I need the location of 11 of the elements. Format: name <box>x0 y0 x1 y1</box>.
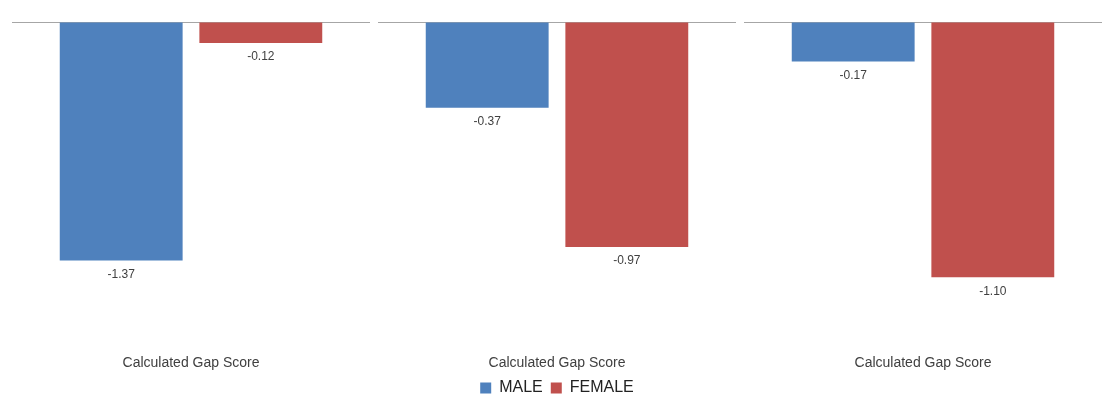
x-axis-title: Calculated Gap Score <box>122 354 260 371</box>
data-label: -0.17 <box>839 67 868 82</box>
data-label: -1.10 <box>979 283 1007 298</box>
legend-label: MALE <box>499 378 543 396</box>
data-label: -0.97 <box>613 253 641 268</box>
data-label: -0.37 <box>473 114 502 129</box>
x-axis-title: Calculated Gap Score <box>488 354 626 371</box>
data-label: -0.12 <box>247 49 275 64</box>
data-label: -1.37 <box>107 266 136 281</box>
x-axis-title: Calculated Gap Score <box>854 354 992 371</box>
legend-label: FEMALE <box>569 378 634 396</box>
